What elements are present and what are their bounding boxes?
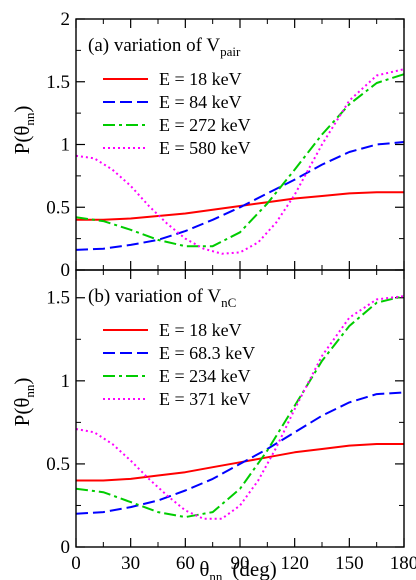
series-line-b-1 [75,391,405,515]
panel-a: 0 0.5 1 1.5 2 (a) variation of Vpair E = 18 ke… [46,9,405,281]
y-axis-label-b: P(θnn) [10,378,37,427]
y-tick-label-a: 0.5 [46,197,70,218]
x-tick-label: 120 [280,553,309,574]
legend-label-b-1: E = 68.3 keV [159,343,255,363]
x-tick-label: 150 [335,553,364,574]
legend-label-a-3: E = 580 keV [159,138,251,158]
y-tick-label-b: 1.5 [46,288,70,309]
series-line-a-0 [76,191,404,221]
y-tick-label-a: 1.5 [46,72,70,93]
legend-label-b-3: E = 371 keV [159,389,251,409]
series-line-b-2 [75,295,405,519]
y-tick-label-b: 1 [61,371,71,392]
x-tick-label: 60 [176,553,195,574]
x-axis-label: θnn (deg) [199,557,276,580]
series-line-b-0 [76,443,404,482]
legend-label-a-0: E = 18 keV [159,69,242,89]
series-line-b-3 [75,295,405,520]
y-tick-label-b: 0.5 [46,454,70,475]
legend-label-b-2: E = 234 keV [159,366,251,386]
y-tick-label-b: 0 [61,537,71,558]
series-line-a-3 [75,68,405,255]
x-tick-label: 180 [390,553,416,574]
x-tick-label: 30 [121,553,140,574]
legend-label-b-0: E = 18 keV [159,320,242,340]
panel-b: 0 0.5 1 1.5 0 30 60 90 120 150 180 (b) variation of… [46,269,416,574]
x-tick-label: 0 [71,553,81,574]
panel-title-a: (a) variation of Vpair [88,35,241,59]
series-line-a-2 [75,73,405,248]
y-tick-label-a: 1 [61,135,71,156]
plot-frame-b [75,269,405,548]
y-axis-label-a: P(θnn) [10,106,37,155]
series-line-a-1 [75,141,405,251]
y-tick-label-a: 2 [61,9,71,30]
legend-label-a-1: E = 84 keV [159,92,242,112]
x-tick-label: 90 [231,553,250,574]
legend-label-a-2: E = 272 keV [159,115,251,135]
y-tick-label-a: 0 [61,260,71,281]
panel-title-b: (b) variation of VnC [88,286,236,310]
